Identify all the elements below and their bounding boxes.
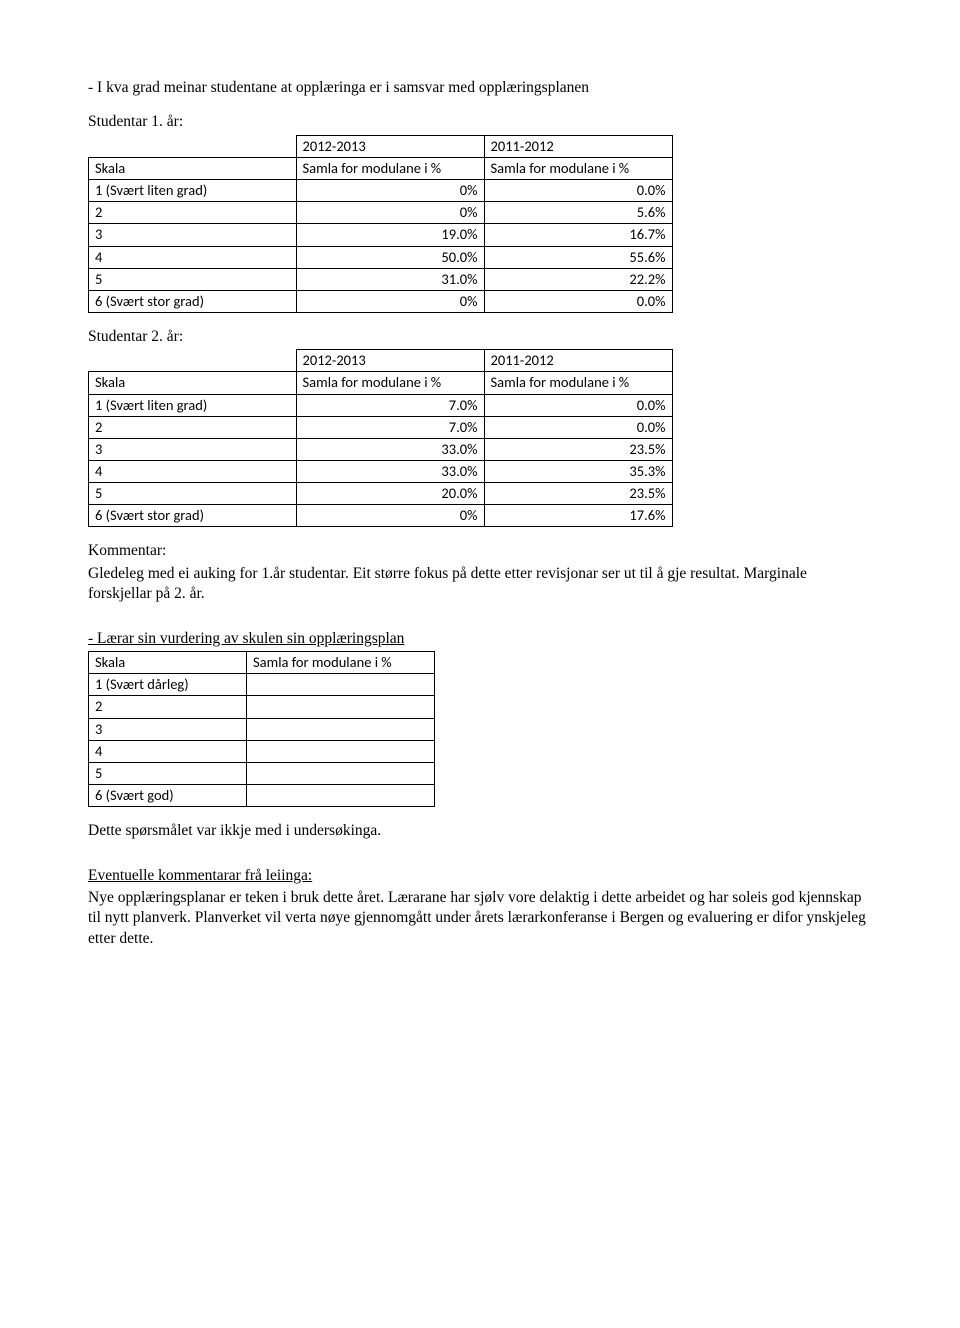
- table-studentar-1: 2012-20132011-2012SkalaSamla for modulan…: [88, 135, 872, 313]
- eventuelle-label: Eventuelle kommentarar frå leiinga:: [88, 866, 872, 886]
- studentar-1-label: Studentar 1. år:: [88, 112, 872, 132]
- heading-laerar: - Lærar sin vurdering av skulen sin oppl…: [88, 629, 872, 649]
- kommentar-label: Kommentar:: [88, 541, 872, 561]
- studentar-2-label: Studentar 2. år:: [88, 327, 872, 347]
- eventuelle-text: Nye opplæringsplanar er teken i bruk det…: [88, 888, 872, 949]
- note-text: Dette spørsmålet var ikkje med i undersø…: [88, 821, 872, 841]
- question-heading: - I kva grad meinar studentane at opplær…: [88, 78, 872, 98]
- table-laerar: SkalaSamla for modulane i %1 (Svært dårl…: [88, 651, 872, 807]
- kommentar-text: Gledeleg med ei auking for 1.år studenta…: [88, 564, 872, 605]
- table-studentar-2: 2012-20132011-2012SkalaSamla for modulan…: [88, 349, 872, 527]
